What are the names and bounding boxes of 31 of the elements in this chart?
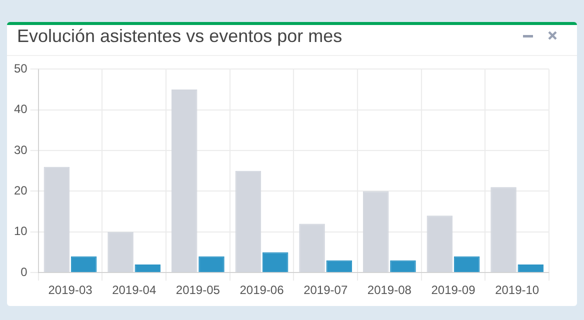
chart-title: Evolución asistentes vs eventos por mes <box>17 25 342 47</box>
x-tick-label: 2019-05 <box>176 283 220 298</box>
x-tick-label: 2019-04 <box>112 283 156 298</box>
bar <box>390 260 416 272</box>
bar <box>44 166 70 272</box>
x-tick-label: 2019-08 <box>367 283 412 298</box>
y-tick-label: 0 <box>20 264 28 279</box>
bar <box>362 191 389 272</box>
x-tick-label: 2019-10 <box>495 283 540 298</box>
bar <box>134 264 161 272</box>
x-tick-label: 2019-07 <box>304 283 348 298</box>
y-tick-label: 50 <box>14 62 28 76</box>
x-tick-label: 2019-09 <box>431 283 476 298</box>
bar <box>235 170 262 272</box>
y-tick-label: 30 <box>14 142 28 157</box>
bar <box>299 224 325 272</box>
y-tick-label: 10 <box>14 224 28 238</box>
bar <box>518 264 544 272</box>
y-tick-label: 40 <box>14 102 28 116</box>
x-tick-label: 2019-06 <box>240 283 284 298</box>
y-tick-label: 20 <box>14 184 28 198</box>
bar <box>454 256 480 272</box>
bar <box>326 260 352 272</box>
bar <box>70 256 97 272</box>
bar <box>490 187 516 272</box>
bar <box>171 90 198 272</box>
x-tick-label: 2019-03 <box>48 283 93 298</box>
bar <box>426 216 453 272</box>
bar <box>108 232 134 272</box>
bar <box>262 252 288 272</box>
bar <box>198 256 224 272</box>
